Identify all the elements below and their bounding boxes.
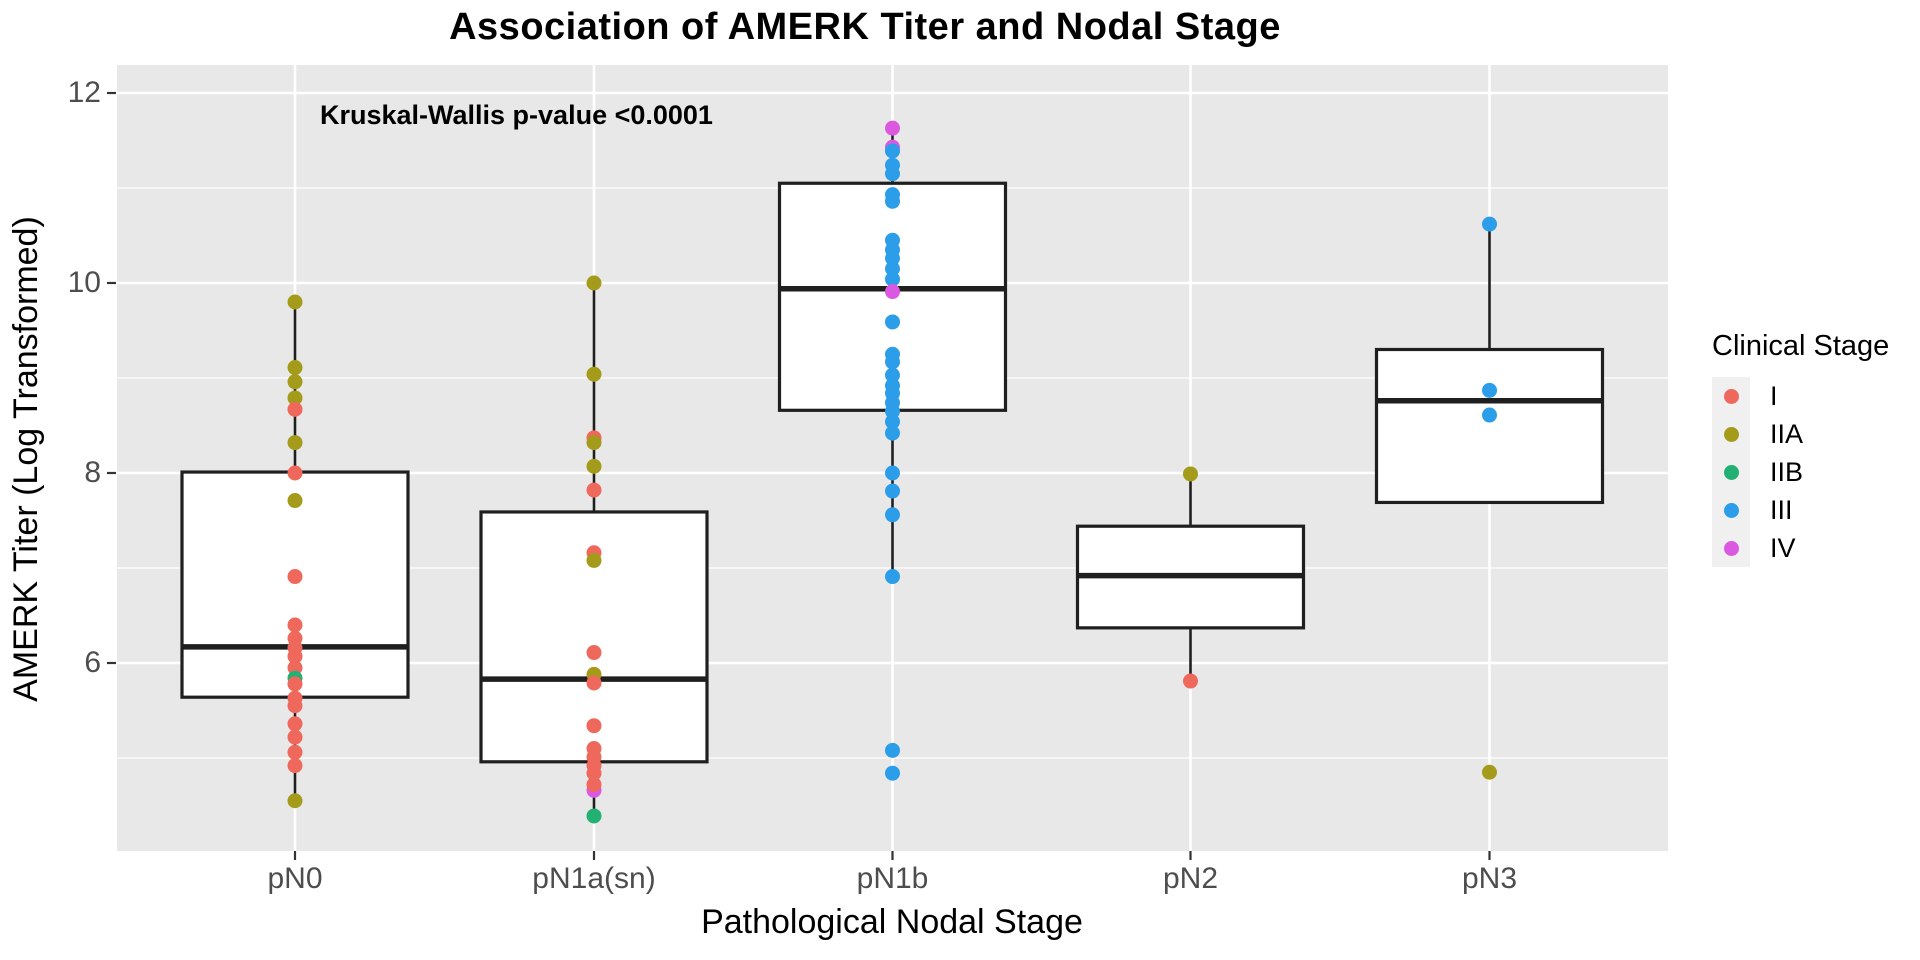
jitter-point xyxy=(1482,407,1497,423)
legend-point-icon xyxy=(1723,388,1739,404)
legend-label: IIA xyxy=(1770,418,1804,449)
jitter-point xyxy=(287,617,303,633)
jitter-point xyxy=(885,403,900,419)
y-tick-label: 12 xyxy=(67,76,101,109)
x-axis-title: Pathological Nodal Stage xyxy=(701,903,1083,941)
jitter-point xyxy=(885,284,900,300)
jitter-point xyxy=(586,718,602,734)
jitter-point xyxy=(885,507,900,523)
jitter-point xyxy=(586,808,602,824)
jitter-point xyxy=(287,676,303,692)
jitter-point xyxy=(1482,216,1497,232)
jitter-point xyxy=(287,493,303,509)
legend-item-IV: IV xyxy=(1712,529,1889,567)
jitter-point xyxy=(885,765,900,781)
jitter-point xyxy=(1482,382,1497,398)
jitter-point xyxy=(885,425,900,441)
legend-point-icon xyxy=(1723,540,1739,556)
jitter-point xyxy=(287,374,303,390)
jitter-point xyxy=(287,758,303,774)
jitter-point xyxy=(586,366,602,382)
legend-item-IIA: IIA xyxy=(1712,415,1889,453)
jitter-point xyxy=(586,275,602,291)
y-tick-label: 8 xyxy=(84,456,101,489)
legend-title: Clinical Stage xyxy=(1712,330,1890,362)
jitter-point xyxy=(885,367,900,383)
legend-key xyxy=(1712,415,1750,453)
jitter-point xyxy=(885,354,900,370)
jitter-point xyxy=(885,120,900,136)
jitter-point xyxy=(885,414,900,430)
legend-item-I: I xyxy=(1712,377,1889,415)
jitter-point xyxy=(287,716,303,732)
legend-key xyxy=(1712,491,1750,529)
jitter-point xyxy=(1183,673,1198,689)
x-tick-label: pN3 xyxy=(1461,862,1518,895)
jitter-point xyxy=(586,435,602,451)
jitter-point xyxy=(586,645,602,661)
jitter-point xyxy=(586,552,602,568)
jitter-point xyxy=(287,360,303,376)
jitter-point xyxy=(586,675,602,691)
jitter-point xyxy=(586,458,602,474)
jitter-point xyxy=(885,569,900,585)
legend-point-icon xyxy=(1723,502,1739,518)
jitter-point xyxy=(287,569,303,585)
legend-key xyxy=(1712,377,1750,415)
jitter-point xyxy=(885,314,900,330)
box-pN3 xyxy=(1374,347,1605,505)
legend-point-icon xyxy=(1723,464,1739,480)
jitter-point xyxy=(287,793,303,809)
jitter-point xyxy=(885,483,900,499)
jitter-point xyxy=(586,777,602,793)
chart-title: Association of AMERK Titer and Nodal Sta… xyxy=(449,6,1281,48)
legend-label: IV xyxy=(1770,532,1796,563)
legend-label: I xyxy=(1770,380,1778,411)
jitter-point xyxy=(885,193,900,209)
jitter-point xyxy=(1183,466,1198,482)
y-axis-title: AMERK Titer (Log Transformed) xyxy=(7,216,45,702)
legend-key xyxy=(1712,529,1750,567)
jitter-point xyxy=(287,435,303,451)
jitter-point xyxy=(885,143,900,159)
jitter-point xyxy=(885,742,900,758)
kruskal-wallis-annotation: Kruskal-Wallis p-value <0.0001 xyxy=(320,100,713,130)
jitter-point xyxy=(287,401,303,417)
jitter-point xyxy=(287,648,303,664)
y-tick-label: 6 xyxy=(84,646,101,679)
legend-item-III: III xyxy=(1712,491,1889,529)
jitter-point xyxy=(287,390,303,406)
x-tick-label: pN1a(sn) xyxy=(532,862,656,895)
x-tick-label: pN1b xyxy=(856,862,929,895)
jitter-point xyxy=(287,698,303,714)
jitter-point xyxy=(287,465,303,481)
jitter-point xyxy=(885,250,900,266)
jitter-point xyxy=(287,729,303,745)
jitter-point xyxy=(287,660,303,676)
legend-items: I IIA IIB III IV xyxy=(1712,377,1889,567)
jitter-point xyxy=(586,482,602,498)
jitter-point xyxy=(1482,764,1497,780)
jitter-point xyxy=(287,294,303,310)
jitter-point xyxy=(885,271,900,287)
legend-item-IIB: IIB xyxy=(1712,453,1889,491)
jitter-point xyxy=(287,744,303,760)
legend-label: IIB xyxy=(1770,456,1804,487)
x-tick-label: pN0 xyxy=(267,862,323,895)
y-tick-label: 10 xyxy=(67,266,101,299)
x-tick-label: pN2 xyxy=(1162,862,1219,895)
jitter-point xyxy=(885,261,900,277)
jitter-point xyxy=(885,166,900,182)
jitter-point xyxy=(586,765,602,781)
legend-key xyxy=(1712,453,1750,491)
legend-label: III xyxy=(1770,494,1793,525)
legend: Clinical Stage I IIA IIB III IV xyxy=(1712,330,1889,567)
jitter-point xyxy=(885,465,900,481)
legend-point-icon xyxy=(1723,426,1739,442)
